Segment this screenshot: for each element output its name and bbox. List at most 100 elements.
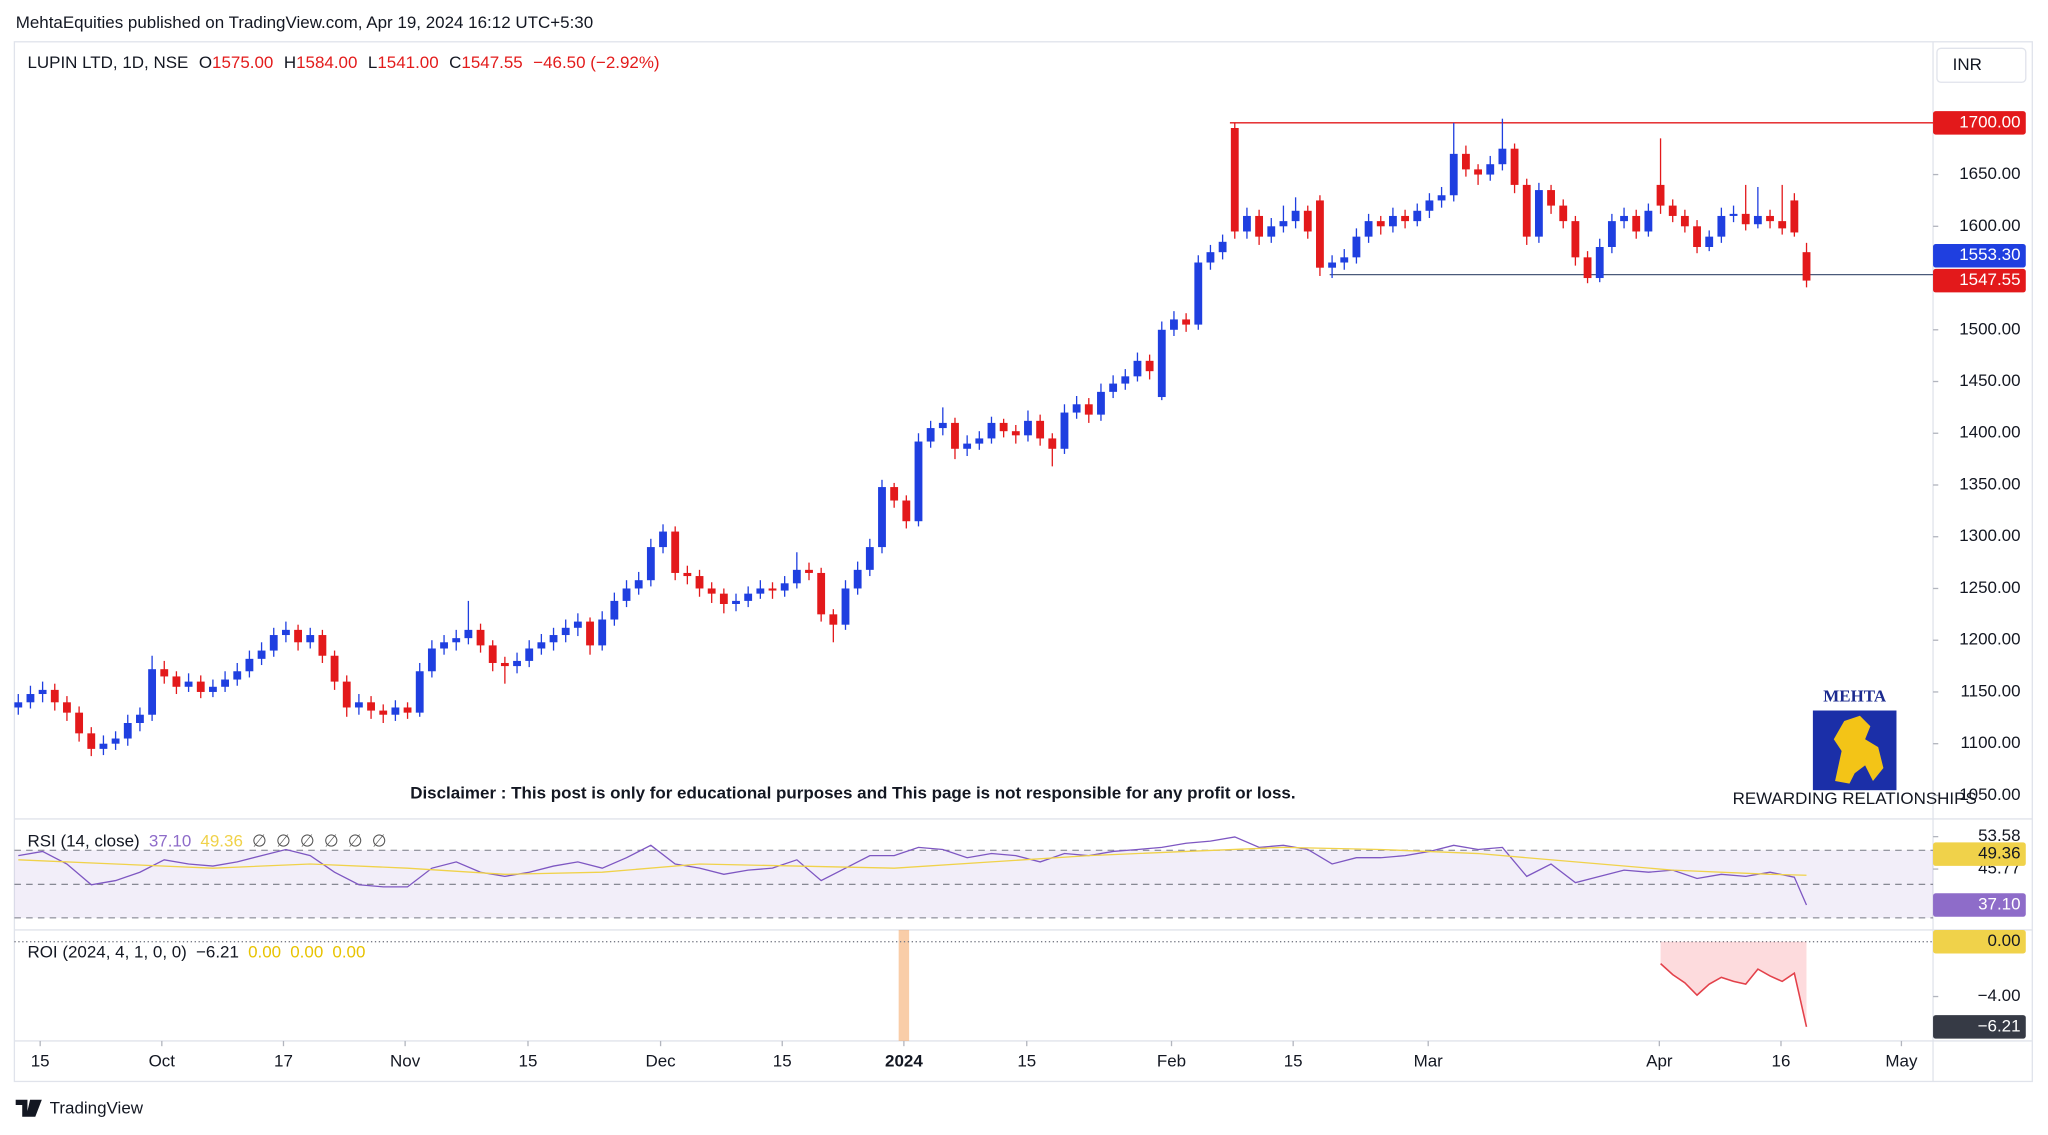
disclaimer: Disclaimer : This post is only for educa… xyxy=(410,784,1295,803)
candle-body xyxy=(1778,221,1787,229)
area-fill xyxy=(1660,941,1807,1027)
candle-body xyxy=(1109,383,1118,392)
x-tick-label: Feb xyxy=(1157,1051,1186,1070)
candle-body xyxy=(805,569,813,573)
price-label-box xyxy=(1933,111,2026,135)
legend-item: ∅ xyxy=(252,832,267,851)
candle-body xyxy=(1243,215,1251,232)
candle-body xyxy=(573,621,582,628)
candle-body xyxy=(963,443,972,449)
candle-body xyxy=(281,629,290,636)
candle-body xyxy=(342,681,351,708)
area-line xyxy=(1660,963,1808,1028)
candle-body xyxy=(160,669,169,677)
price-label: 1547.55 xyxy=(1959,270,2020,289)
y-tick-label: 53.58 xyxy=(1978,826,2020,845)
candle-body xyxy=(1157,329,1166,398)
symbol-legend: LUPIN LTD, 1D, NSE O1575.00 H1584.00 L1541.… xyxy=(27,53,659,72)
y-tick-label: 1250.00 xyxy=(1959,578,2020,597)
candle-body xyxy=(1656,184,1665,206)
candle-body xyxy=(525,648,534,661)
y-tick-label: 1450.00 xyxy=(1959,371,2020,390)
candle-body xyxy=(1036,420,1045,439)
legend-item: 1575.00 xyxy=(212,53,273,72)
candle-body xyxy=(440,642,448,649)
candle-body xyxy=(294,629,302,643)
candle-body xyxy=(817,572,826,615)
candle-body xyxy=(622,588,631,601)
price-label-box xyxy=(1933,244,2026,268)
candle-body xyxy=(1766,215,1774,222)
candle-body xyxy=(1607,221,1616,247)
price-label-box xyxy=(1933,842,2026,866)
candle-body xyxy=(1133,360,1142,377)
candle-body xyxy=(1644,210,1653,232)
candle-body xyxy=(391,707,400,715)
price-label-box xyxy=(1933,1015,2026,1039)
candle-body xyxy=(561,627,570,636)
candle-body xyxy=(1011,431,1020,436)
candle-body xyxy=(926,428,935,442)
candle-body xyxy=(1291,210,1300,222)
candle-body xyxy=(427,648,436,672)
candle-body xyxy=(586,621,594,646)
candle-body xyxy=(841,588,850,625)
candle-body xyxy=(196,681,205,692)
candle-body xyxy=(1097,391,1105,415)
candle-body xyxy=(1534,190,1543,237)
candle-body xyxy=(1632,215,1641,232)
year-highlight xyxy=(898,929,910,1041)
candle-body xyxy=(975,438,984,444)
candle-body xyxy=(1571,221,1580,258)
candle-body xyxy=(1206,252,1215,263)
legend-item: 49.36 xyxy=(200,832,242,851)
candle-body xyxy=(488,645,497,663)
y-tick-label: 1050.00 xyxy=(1959,785,2020,804)
legend-item: 0.00 xyxy=(290,943,323,962)
price-label: 0.00 xyxy=(1988,931,2021,950)
candle-body xyxy=(464,629,473,639)
candle-body xyxy=(26,694,35,703)
currency[interactable]: INR xyxy=(1953,55,1982,74)
candle-body xyxy=(1084,404,1093,415)
brand: TradingView xyxy=(15,1098,144,1117)
candle-body xyxy=(1230,127,1239,232)
candle-body xyxy=(878,487,886,548)
candle-body xyxy=(1583,257,1592,279)
candle-body xyxy=(853,569,862,589)
candle-body xyxy=(914,441,923,522)
candle-body xyxy=(987,422,996,439)
candle-body xyxy=(999,422,1008,432)
candle-body xyxy=(1449,153,1458,196)
candle-body xyxy=(598,619,607,646)
candle-body xyxy=(1753,215,1762,225)
candle-body xyxy=(1401,215,1410,222)
logo-lion xyxy=(1833,715,1884,784)
candle-body xyxy=(951,422,959,449)
x-tick-label: Oct xyxy=(149,1051,176,1070)
candle-body xyxy=(1437,195,1446,201)
candle-body xyxy=(1741,213,1750,225)
candle-body xyxy=(1425,200,1434,211)
price-label: −6.21 xyxy=(1978,1016,2021,1035)
candle-body xyxy=(87,733,96,749)
legend-item: ∅ xyxy=(348,832,363,851)
candle-body xyxy=(890,487,899,501)
candle-body xyxy=(671,531,680,573)
candle-body xyxy=(1072,404,1081,413)
price-label: 37.10 xyxy=(1978,895,2020,914)
candle-body xyxy=(695,576,704,589)
candle-body xyxy=(50,689,59,703)
candle-body xyxy=(683,572,692,577)
price-label: 1553.30 xyxy=(1959,245,2020,264)
candle-body xyxy=(1303,210,1312,232)
y-tick-label: 1350.00 xyxy=(1959,474,2020,493)
currency-button[interactable] xyxy=(1936,47,2027,83)
candle-body xyxy=(1340,257,1349,263)
x-tick-label: 16 xyxy=(1772,1051,1791,1070)
candle-body xyxy=(257,650,266,659)
candle-body xyxy=(1595,246,1604,279)
candle-body xyxy=(1024,420,1032,436)
candle-body xyxy=(646,547,655,581)
